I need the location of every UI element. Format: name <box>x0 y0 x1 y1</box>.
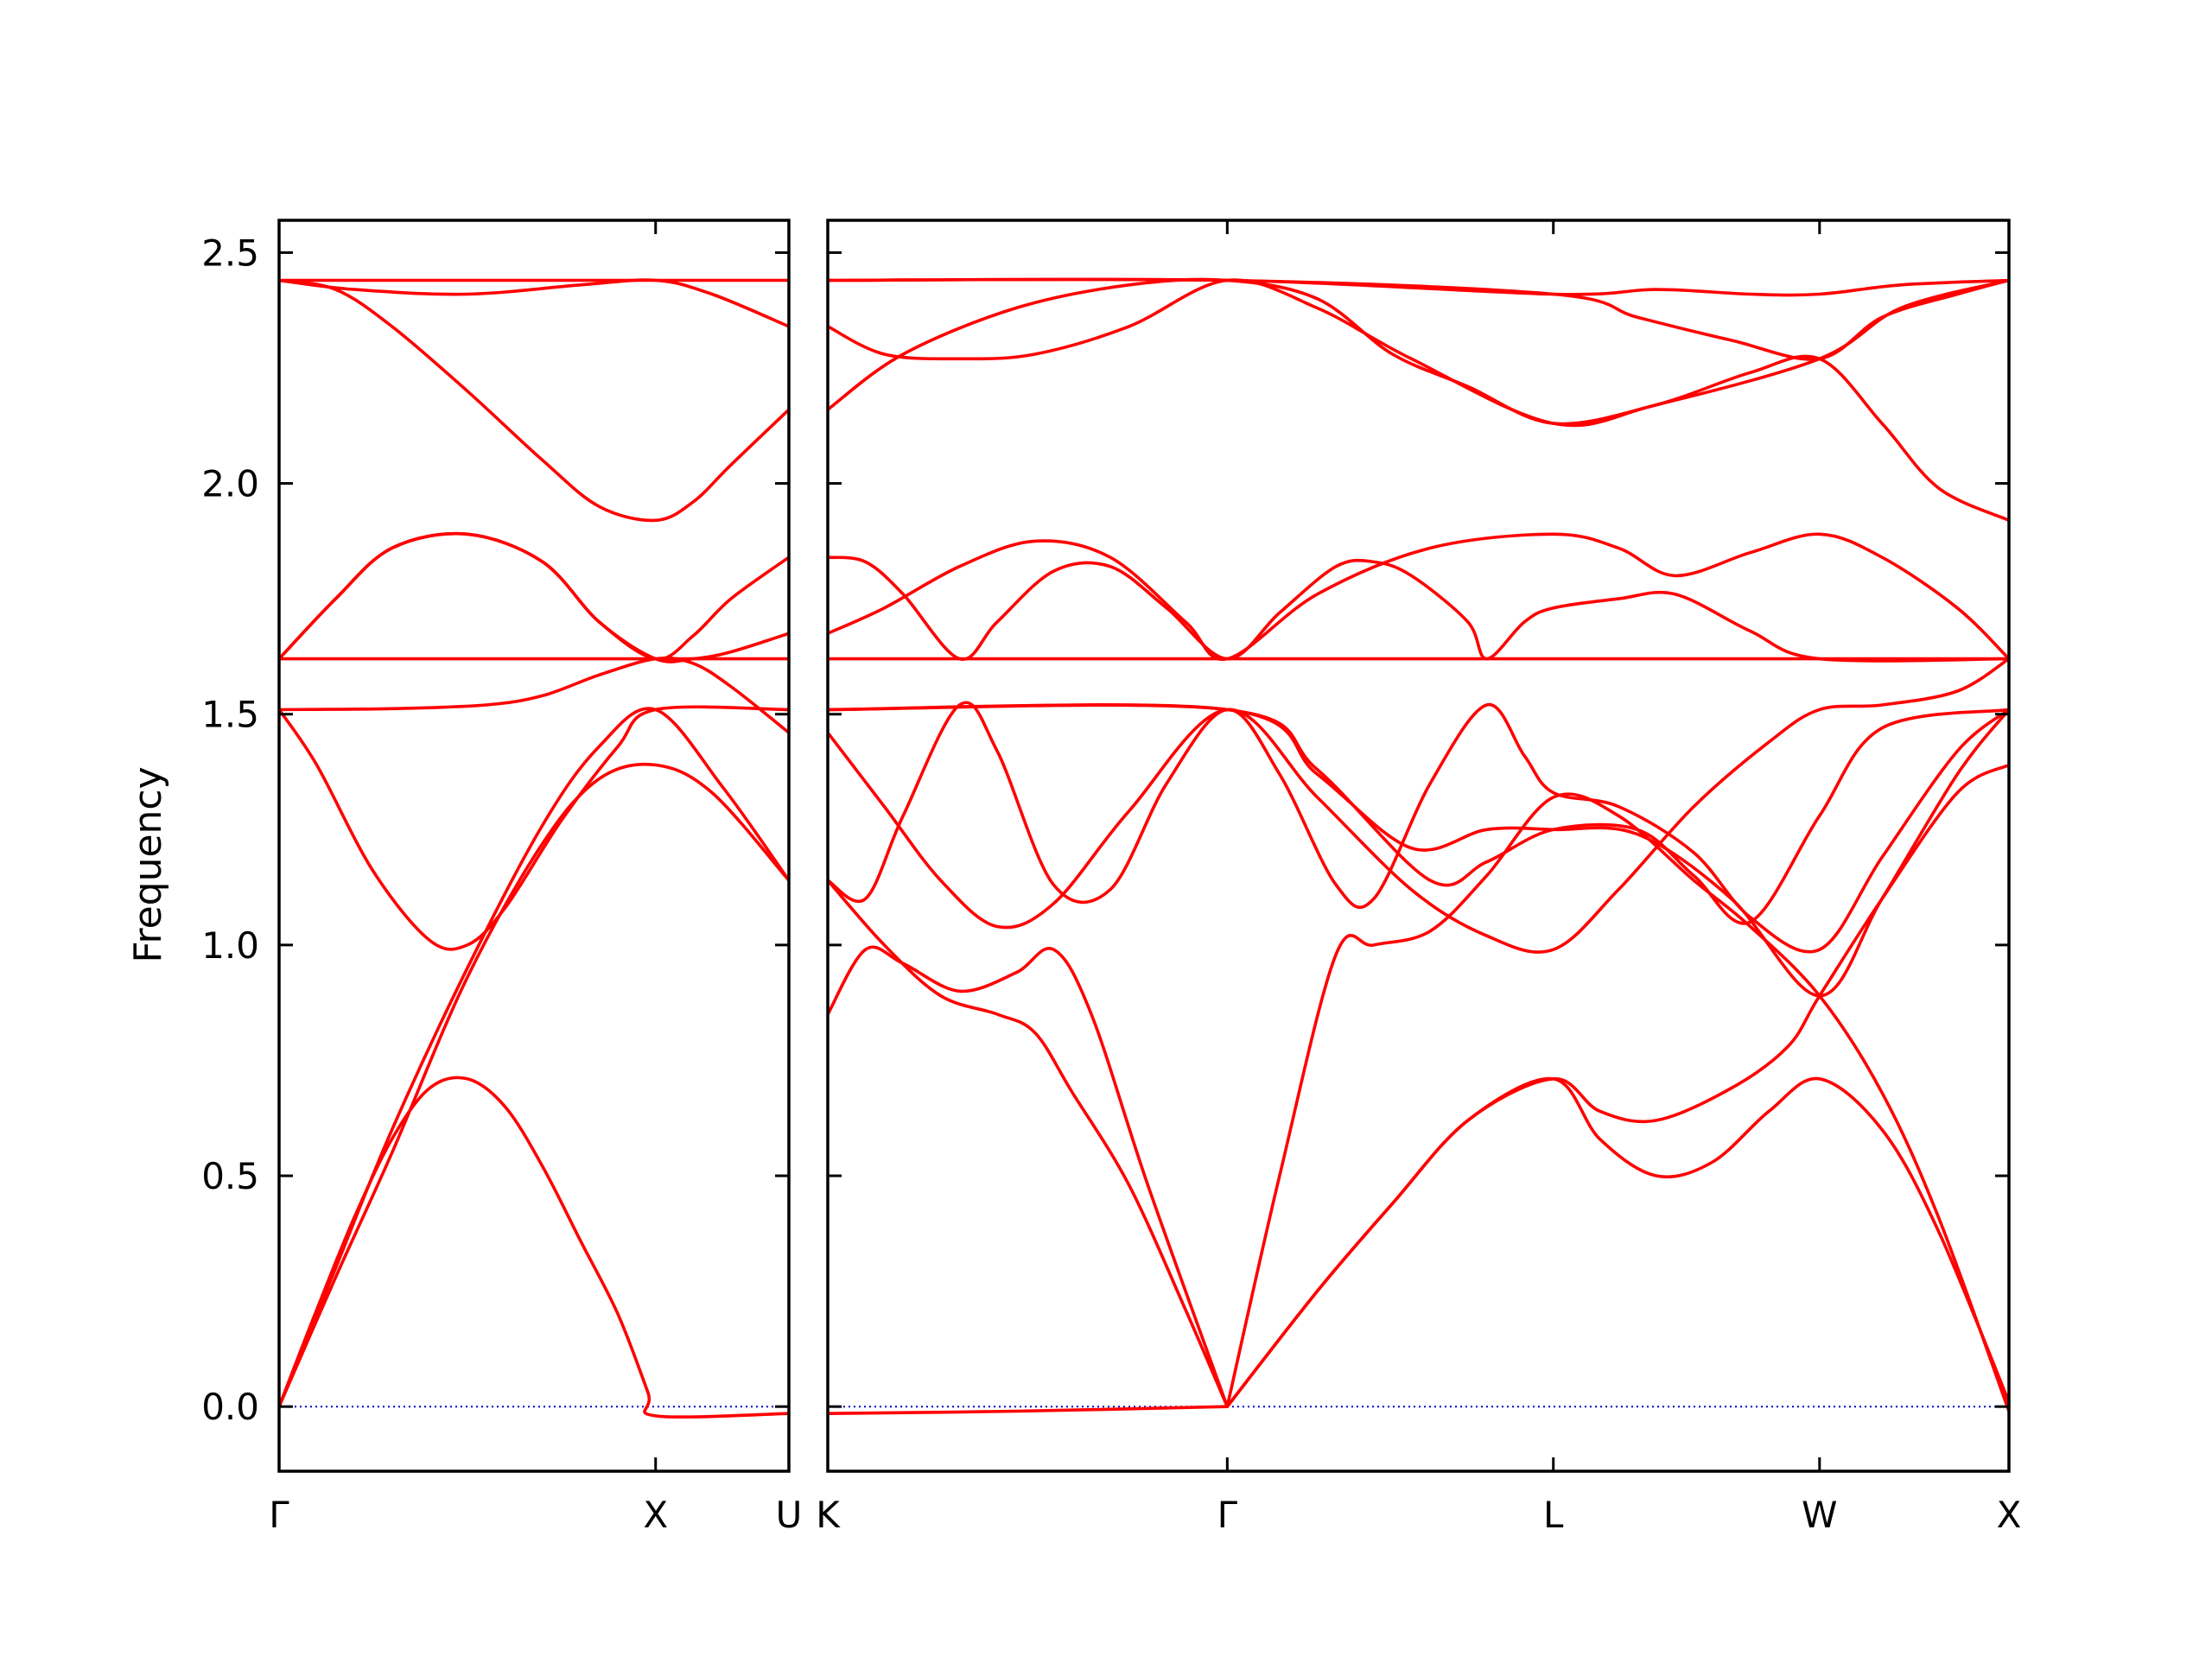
panel-1-band-2 <box>279 762 789 1408</box>
panel-2-bands <box>828 277 2009 1415</box>
panel-2-band-4 <box>1225 792 2009 1413</box>
panel-2-band-15 <box>828 278 2009 428</box>
panel-1-bands <box>279 278 789 1419</box>
x-tick-label-l: L <box>1543 1494 1564 1536</box>
panel-1-band-3 <box>279 707 789 1408</box>
x-tick-label-k: K <box>816 1494 841 1536</box>
x-tick-label-γ: Γ <box>1217 1494 1238 1536</box>
panel-2-band-1 <box>828 1405 1230 1415</box>
panel-2-band-12 <box>828 555 2009 663</box>
panel-2-band-6 <box>1225 1076 2009 1408</box>
panel-1-frame <box>277 219 791 1473</box>
panel-1-band-7 <box>279 531 789 663</box>
y-tick-label: 0.0 <box>201 1386 259 1428</box>
panel-1-band-1 <box>279 1076 789 1419</box>
panel-1-band-4 <box>279 705 789 951</box>
panel-2-band-5 <box>1225 763 2009 1408</box>
y-tick-label: 1.5 <box>201 694 259 736</box>
x-tick-label-x: X <box>643 1494 668 1536</box>
panel-1-band-10 <box>279 278 789 328</box>
panel-2-band-14 <box>828 277 2009 523</box>
y-tick-label: 2.0 <box>201 463 259 505</box>
panel-2-band-17 <box>828 277 2009 361</box>
panel-2-band-2 <box>828 879 1230 1408</box>
panel-2-band-10 <box>828 703 2009 925</box>
panel-2-band-7 <box>828 701 2009 954</box>
x-tick-label-x: X <box>1997 1494 2022 1536</box>
bands-layer <box>279 277 2009 1419</box>
panel-2-band-3 <box>828 945 1230 1408</box>
x-tick-label-γ: Γ <box>269 1494 289 1536</box>
panel-1-band-9 <box>279 278 789 523</box>
x-tick-label-w: W <box>1802 1494 1838 1536</box>
panel-1-band-5 <box>279 656 789 734</box>
panel-2-band-13 <box>828 532 2009 662</box>
panel-2-band-9 <box>828 703 2009 998</box>
panel-1-band-8 <box>279 531 789 661</box>
panel-2-band-8 <box>828 657 2009 954</box>
axes-layer: Γ X U K Γ L W X 0.0 0.5 1.0 1.5 2.0 2.5 <box>201 219 2022 1536</box>
y-tick-label: 1.0 <box>201 924 259 967</box>
panel-2-frame <box>826 219 2011 1473</box>
y-tick-label: 0.5 <box>201 1155 259 1197</box>
x-tick-label-u: U <box>776 1494 803 1536</box>
y-tick-label: 2.5 <box>201 232 259 274</box>
y-axis-label: Frequency <box>126 766 170 962</box>
